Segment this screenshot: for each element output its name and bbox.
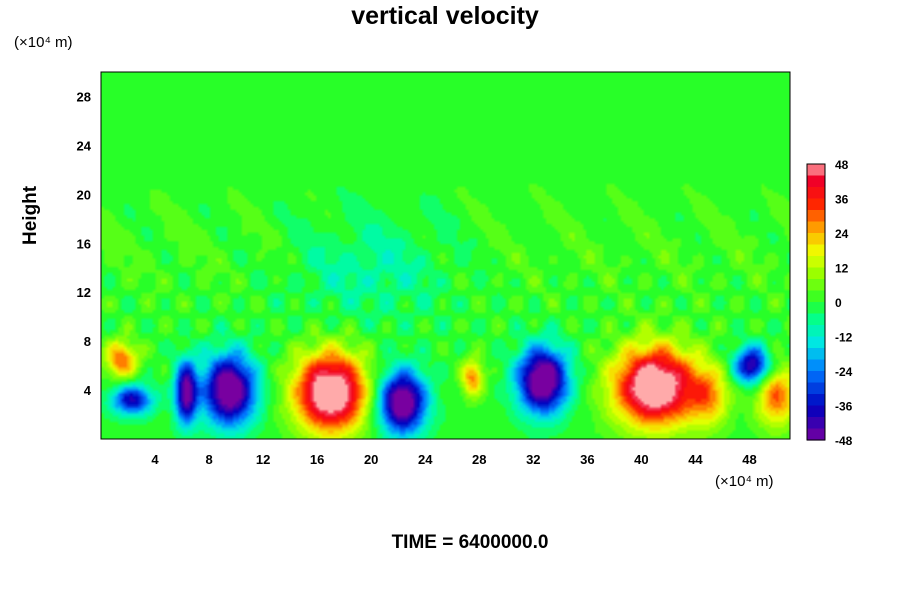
colorbar-segment (807, 279, 825, 292)
plot-frame (100, 71, 791, 440)
colorbar-segment (807, 233, 825, 246)
colorbar-segment (807, 405, 825, 418)
colorbar-segment (807, 417, 825, 430)
colorbar-segment (807, 428, 825, 441)
colorbar-segment (807, 313, 825, 326)
colorbar-tick-label: -48 (835, 434, 853, 448)
colorbar: 48 36 24 12 0 -12 -24 -36 -48 (806, 158, 853, 448)
y-tick-label: 12 (77, 285, 91, 300)
colorbar-segment (807, 221, 825, 234)
x-tick-label: 32 (526, 452, 540, 467)
colorbar-tick-label: 12 (835, 262, 849, 276)
colorbar-tick-label: 24 (835, 227, 849, 241)
y-tick-label: 20 (77, 187, 91, 202)
x-axis-unit: (×10⁴ m) (715, 473, 774, 490)
heatmap-field (101, 72, 790, 439)
chart-title: vertical velocity (351, 2, 539, 30)
colorbar-segment (807, 394, 825, 407)
colorbar-segment (807, 256, 825, 269)
colorbar-segment (807, 267, 825, 280)
x-tick-label: 4 (151, 452, 159, 467)
x-axis-ticks: 4 8 12 16 20 24 28 32 36 40 44 48 (151, 452, 756, 467)
colorbar-tick-label: 48 (835, 158, 849, 172)
x-tick-label: 20 (364, 452, 378, 467)
colorbar-tick-label: -36 (835, 400, 853, 414)
x-tick-label: 48 (742, 452, 756, 467)
colorbar-tick-label: 36 (835, 193, 849, 207)
y-axis-unit: (×10⁴ m) (14, 34, 73, 51)
colorbar-tick-label: -12 (835, 331, 853, 345)
x-tick-label: 40 (634, 452, 648, 467)
colorbar-segment (807, 244, 825, 257)
y-tick-label: 16 (77, 236, 91, 251)
x-tick-label: 36 (580, 452, 594, 467)
colorbar-segment (807, 348, 825, 361)
y-tick-label: 28 (77, 89, 91, 104)
colorbar-segment (807, 336, 825, 349)
colorbar-segment (807, 198, 825, 211)
colorbar-segment (807, 325, 825, 338)
y-tick-label: 8 (84, 334, 91, 349)
x-tick-label: 12 (256, 452, 270, 467)
colorbar-segment (807, 210, 825, 223)
colorbar-segment (807, 382, 825, 395)
colorbar-segment (807, 371, 825, 384)
y-tick-label: 4 (84, 383, 92, 398)
time-label: TIME = 6400000.0 (391, 532, 549, 553)
colorbar-segment (807, 290, 825, 303)
y-tick-label: 24 (77, 138, 92, 153)
colorbar-tick-label: -24 (835, 365, 853, 379)
colorbar-segment (807, 187, 825, 200)
colorbar-segment (807, 302, 825, 315)
x-tick-label: 16 (310, 452, 324, 467)
colorbar-segment (807, 175, 825, 188)
colorbar-segment (807, 164, 825, 177)
colorbar-frame (806, 163, 826, 441)
colorbar-segment (807, 359, 825, 372)
x-tick-label: 28 (472, 452, 486, 467)
x-tick-label: 24 (418, 452, 433, 467)
x-tick-label: 44 (688, 452, 703, 467)
colorbar-tick-label: 0 (835, 296, 842, 310)
x-tick-label: 8 (205, 452, 212, 467)
y-axis-ticks: 4 8 12 16 20 24 28 (77, 89, 92, 398)
